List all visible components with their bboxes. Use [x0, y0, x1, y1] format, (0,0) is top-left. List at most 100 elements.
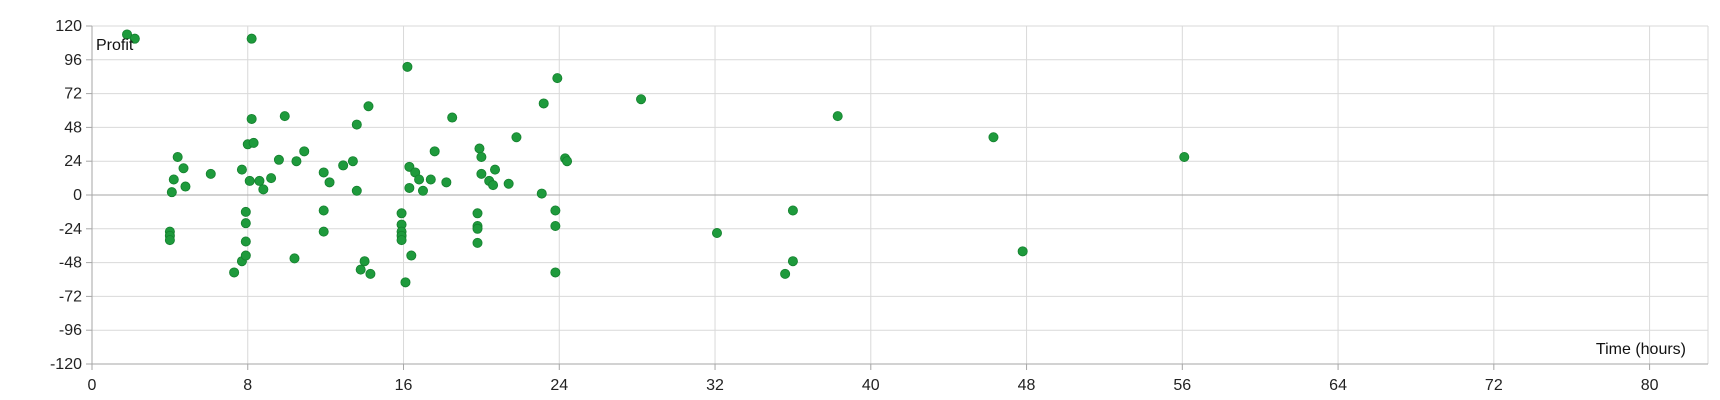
data-point [562, 156, 573, 167]
data-point [172, 151, 183, 162]
data-point [359, 256, 370, 267]
data-point [258, 184, 269, 195]
x-tick-label: 0 [88, 377, 97, 394]
data-point [244, 175, 255, 186]
y-tick-label: -24 [59, 221, 82, 238]
data-point [396, 208, 407, 219]
data-point [425, 174, 436, 185]
data-point [240, 236, 251, 247]
data-point [279, 111, 290, 122]
axes [86, 25, 1708, 370]
data-point [240, 206, 251, 217]
x-tick-label: 56 [1173, 377, 1191, 394]
data-point [490, 164, 501, 175]
data-point [266, 173, 277, 184]
data-point [351, 119, 362, 130]
data-point [1017, 246, 1028, 257]
x-tick-label: 64 [1329, 377, 1347, 394]
data-point [273, 154, 284, 165]
data-point [552, 73, 563, 84]
data-point [180, 181, 191, 192]
y-axis-title: Profit [96, 37, 134, 54]
data-point [355, 264, 366, 275]
x-tick-label: 72 [1485, 377, 1503, 394]
data-point [988, 132, 999, 143]
data-point [289, 253, 300, 264]
data-point [402, 61, 413, 72]
data-point [299, 146, 310, 157]
data-point [550, 267, 561, 278]
data-point [550, 220, 561, 231]
data-point [1179, 151, 1190, 162]
data-point [351, 185, 362, 196]
data-point [236, 164, 247, 175]
data-point [417, 185, 428, 196]
data-point [240, 250, 251, 261]
x-tick-label: 8 [243, 377, 252, 394]
data-point [246, 113, 257, 124]
data-point [318, 205, 329, 216]
y-tick-label: 24 [64, 153, 82, 170]
data-point [474, 143, 485, 154]
data-point [365, 268, 376, 279]
data-point [787, 205, 798, 216]
data-point [291, 156, 302, 167]
data-point [338, 160, 349, 171]
data-point [164, 235, 175, 246]
y-tick-label: 48 [64, 119, 82, 136]
data-point [324, 177, 335, 188]
data-point [472, 208, 483, 219]
data-point [246, 33, 257, 44]
y-tick-label: 0 [73, 187, 82, 204]
data-point [363, 101, 374, 112]
x-tick-label: 80 [1641, 377, 1659, 394]
x-tick-label: 48 [1018, 377, 1036, 394]
data-point [166, 187, 177, 198]
data-point [832, 111, 843, 122]
data-point [318, 226, 329, 237]
data-point [318, 167, 329, 178]
data-point [476, 168, 487, 179]
data-point [538, 98, 549, 109]
data-point [511, 132, 522, 143]
data-point [240, 218, 251, 229]
data-point [254, 175, 265, 186]
data-point [488, 180, 499, 191]
data-point [780, 268, 791, 279]
data-point [122, 29, 133, 40]
data-point [441, 177, 452, 188]
data-point [636, 94, 647, 105]
y-tick-labels: 120 96 72 48 24 0 -24 -48 -72 -96 -120 [50, 18, 82, 373]
data-point [178, 163, 189, 174]
data-point [536, 188, 547, 199]
data-point [787, 256, 798, 267]
data-point [404, 182, 415, 193]
data-point [248, 137, 259, 148]
data-points [122, 29, 1190, 288]
x-tick-labels: 0 8 16 24 32 40 48 56 64 72 80 [88, 377, 1659, 394]
data-point [447, 112, 458, 123]
data-point [550, 205, 561, 216]
data-point [503, 178, 514, 189]
data-point [396, 235, 407, 246]
x-axis-title: Time (hours) [1596, 341, 1686, 358]
data-point [414, 174, 425, 185]
data-point [129, 33, 140, 44]
data-point [347, 156, 358, 167]
y-tick-label: 96 [64, 52, 82, 69]
data-point [406, 250, 417, 261]
y-tick-label: 72 [64, 86, 82, 103]
data-point [472, 223, 483, 234]
data-point [711, 228, 722, 239]
x-tick-label: 16 [395, 377, 413, 394]
y-tick-label: -120 [50, 356, 82, 373]
data-point [472, 237, 483, 248]
data-point [168, 174, 179, 185]
y-tick-label: 120 [55, 18, 82, 35]
x-tick-label: 24 [550, 377, 568, 394]
y-tick-label: -48 [59, 255, 82, 272]
data-point [400, 277, 411, 288]
data-point [429, 146, 440, 157]
